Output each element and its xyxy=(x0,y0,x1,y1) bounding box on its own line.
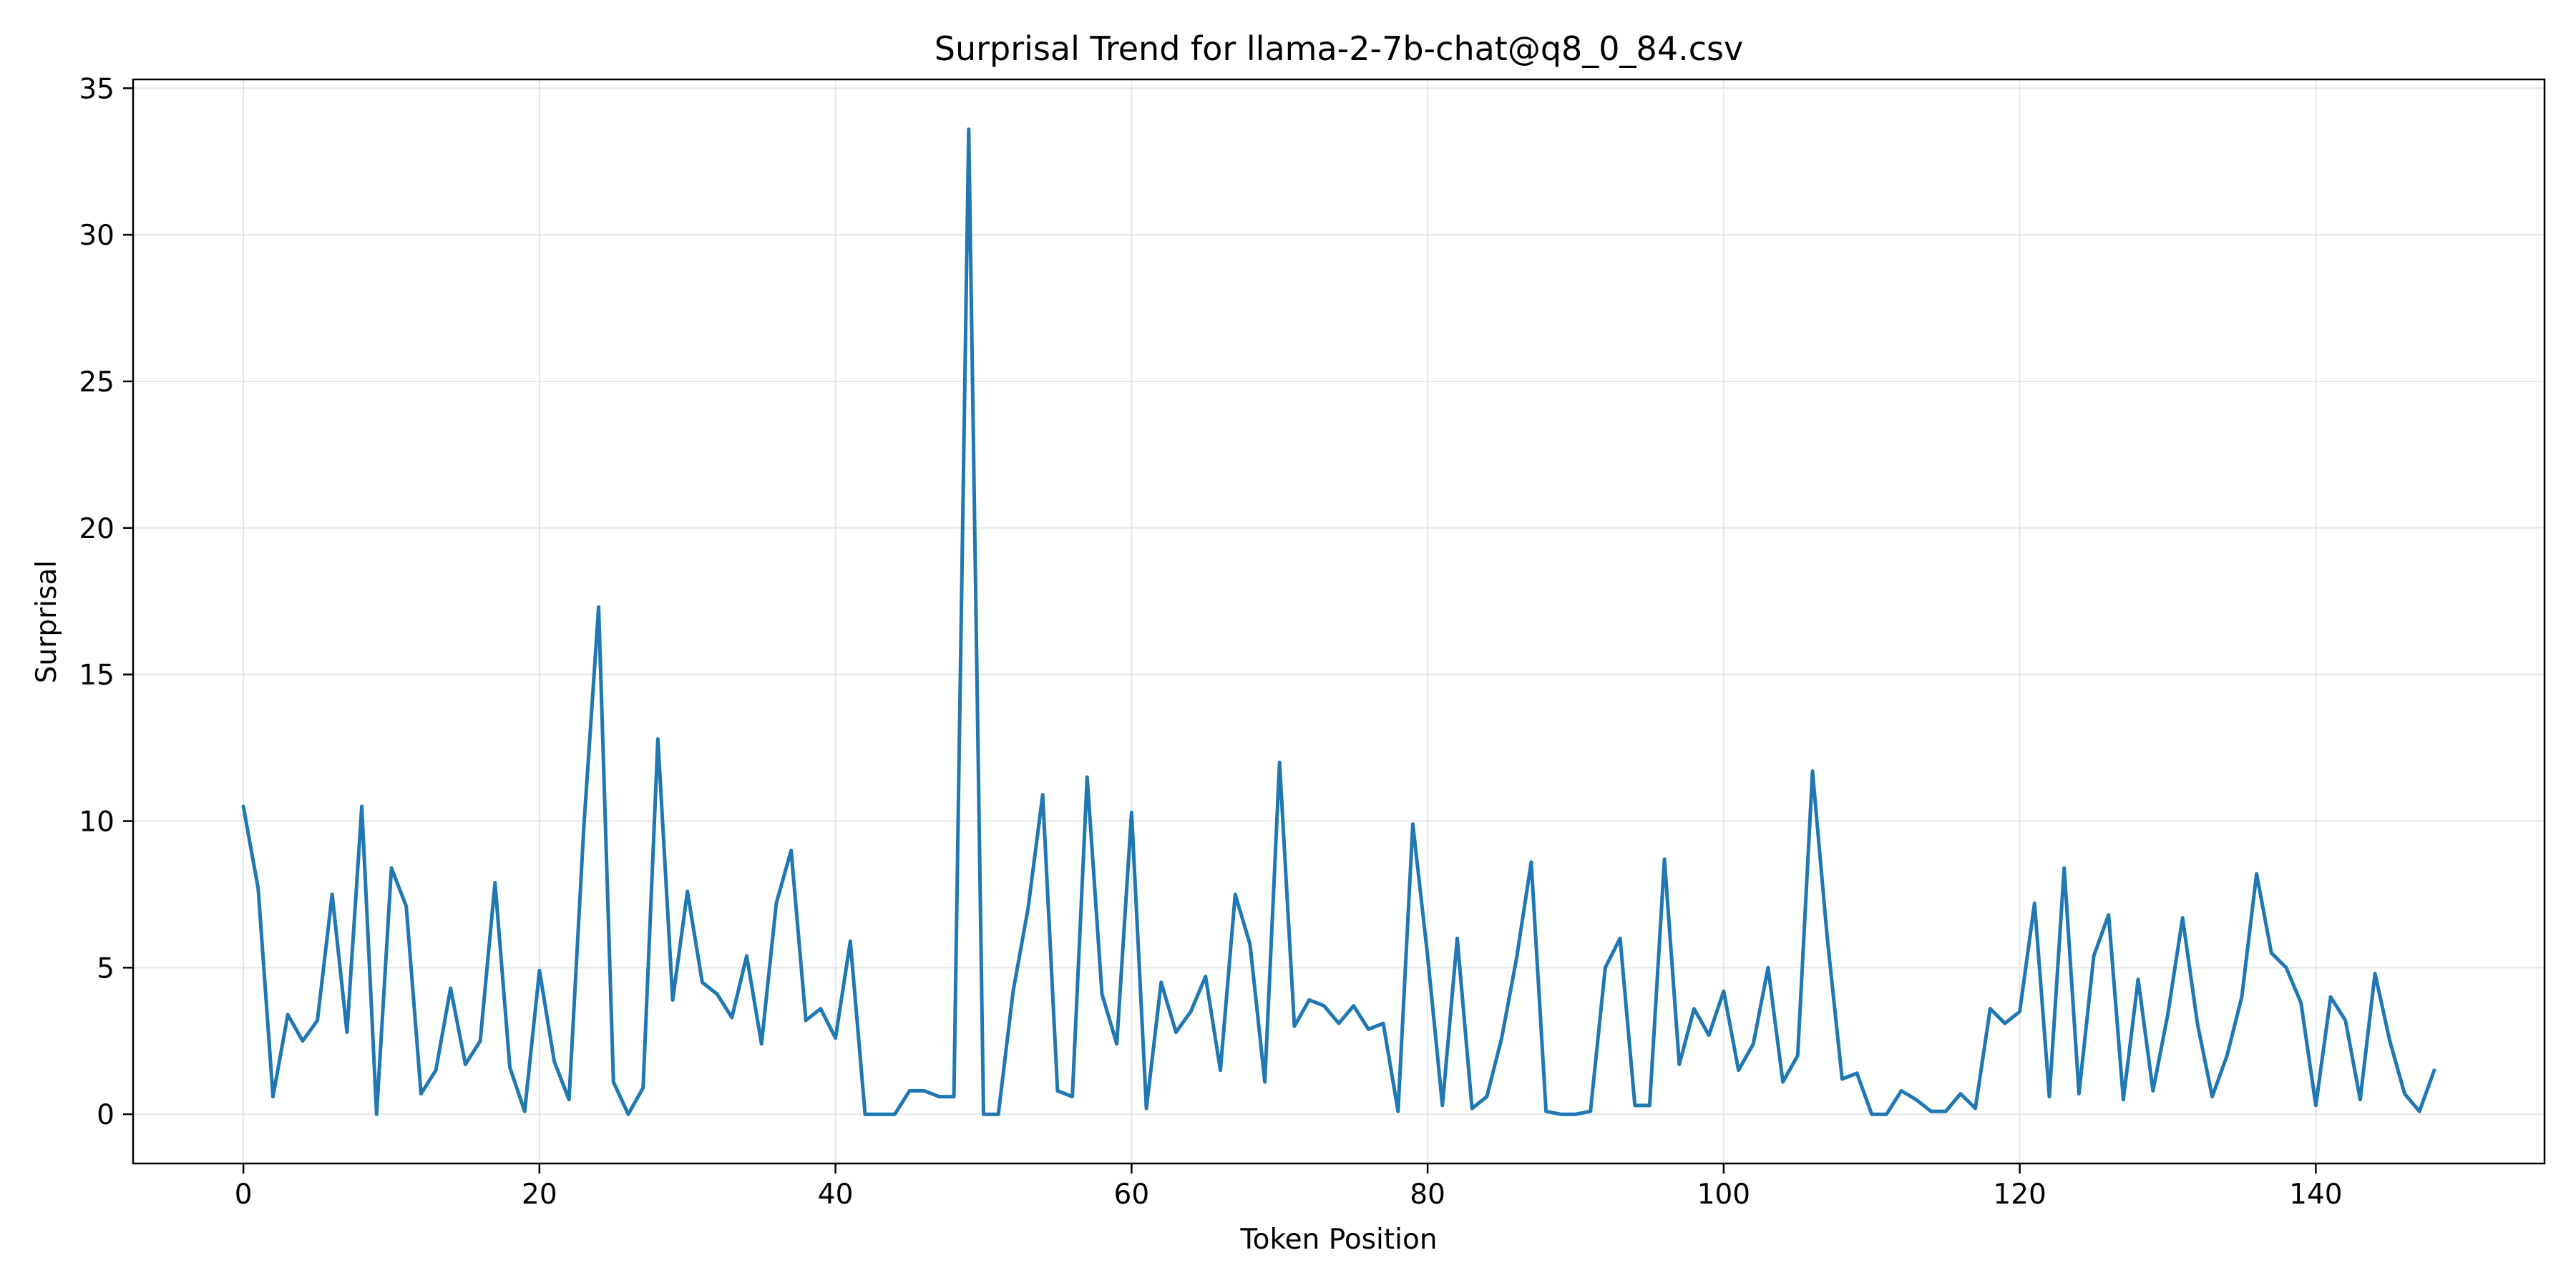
tick-layer: 0 20 40 60 80 100 120 140 0 5 10 15 20 25 30 35 xyxy=(79,73,2342,1211)
x-tick-label: 0 xyxy=(235,1179,253,1211)
y-tick-label: 10 xyxy=(79,806,114,838)
x-tick-label: 40 xyxy=(818,1179,854,1211)
y-tick-label: 0 xyxy=(97,1099,114,1131)
x-tick-label: 80 xyxy=(1410,1179,1445,1211)
chart-title: Surprisal Trend for llama-2-7b-chat@q8_0… xyxy=(935,29,1743,68)
grid-layer xyxy=(133,79,2545,1163)
y-tick-label: 25 xyxy=(79,366,114,399)
y-tick-label: 20 xyxy=(79,513,114,545)
x-tick-label: 100 xyxy=(1697,1179,1750,1211)
y-tick-label: 30 xyxy=(79,220,114,252)
y-tick-label: 15 xyxy=(79,660,114,692)
x-axis-label: Token Position xyxy=(1239,1224,1437,1256)
x-tick-label: 120 xyxy=(1993,1179,2046,1211)
y-tick-label: 5 xyxy=(97,952,114,985)
x-tick-label: 60 xyxy=(1114,1179,1150,1211)
y-tick-label: 35 xyxy=(79,73,114,105)
y-axis-label: Surprisal xyxy=(31,560,63,683)
x-tick-label: 20 xyxy=(522,1179,557,1211)
x-tick-label: 140 xyxy=(2289,1179,2342,1211)
series-line xyxy=(241,127,2436,1116)
plot-frame xyxy=(132,78,2546,1165)
